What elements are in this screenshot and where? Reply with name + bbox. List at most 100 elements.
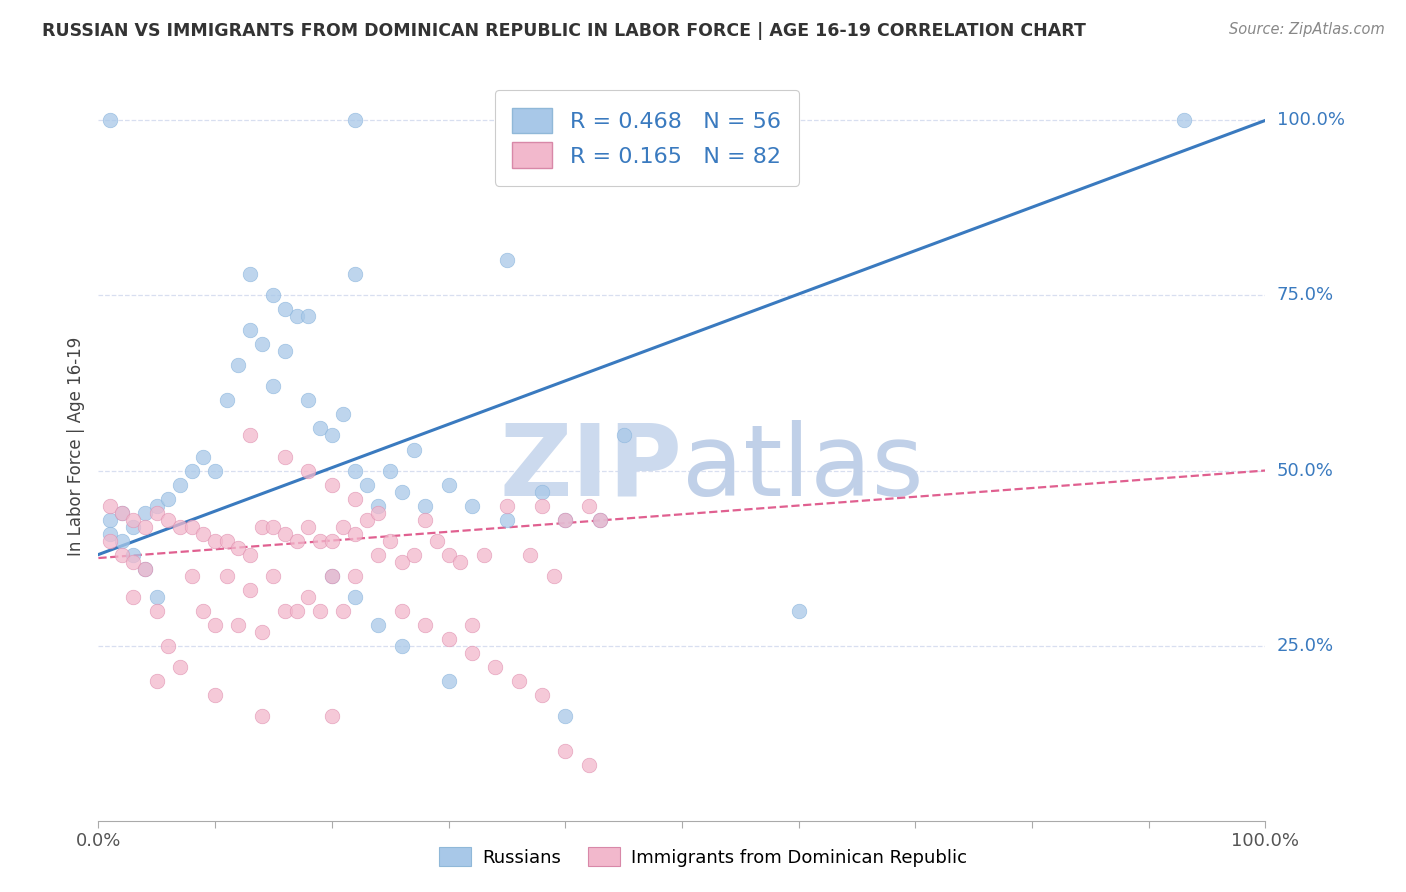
Point — [496, 499, 519, 513]
Point — [402, 442, 425, 457]
Point — [285, 310, 308, 324]
Point — [391, 484, 413, 499]
Point — [413, 499, 436, 513]
Point — [613, 428, 636, 442]
Point — [239, 582, 262, 597]
Point — [274, 526, 297, 541]
Point — [297, 393, 319, 408]
Legend: Russians, Immigrants from Dominican Republic: Russians, Immigrants from Dominican Repu… — [432, 840, 974, 874]
Point — [193, 603, 215, 617]
Point — [367, 506, 389, 520]
Point — [356, 512, 378, 526]
Point — [134, 519, 156, 533]
Point — [146, 590, 169, 604]
Point — [98, 499, 121, 513]
Point — [554, 512, 576, 526]
Point — [180, 568, 202, 582]
Point — [134, 561, 156, 575]
Point — [437, 477, 460, 491]
Point — [437, 632, 460, 646]
Point — [402, 548, 425, 562]
Point — [554, 743, 576, 757]
Legend: R = 0.468   N = 56, R = 0.165   N = 82: R = 0.468 N = 56, R = 0.165 N = 82 — [495, 90, 799, 186]
Text: RUSSIAN VS IMMIGRANTS FROM DOMINICAN REPUBLIC IN LABOR FORCE | AGE 16-19 CORRELA: RUSSIAN VS IMMIGRANTS FROM DOMINICAN REP… — [42, 22, 1085, 40]
Point — [274, 344, 297, 359]
Text: 75.0%: 75.0% — [1277, 286, 1334, 304]
Point — [262, 379, 284, 393]
Point — [274, 603, 297, 617]
Point — [204, 463, 226, 477]
Point — [461, 646, 484, 660]
Point — [146, 499, 169, 513]
Point — [297, 463, 319, 477]
Point — [344, 590, 367, 604]
Point — [321, 533, 343, 548]
Point — [344, 491, 367, 506]
Point — [146, 673, 169, 688]
Point — [297, 519, 319, 533]
Point — [309, 421, 332, 435]
Point — [180, 463, 202, 477]
Point — [239, 268, 262, 282]
Point — [98, 512, 121, 526]
Point — [367, 499, 389, 513]
Point — [98, 113, 121, 128]
Text: 50.0%: 50.0% — [1277, 461, 1333, 480]
Point — [111, 506, 134, 520]
Point — [496, 253, 519, 268]
Point — [239, 428, 262, 442]
Point — [413, 512, 436, 526]
Point — [554, 708, 576, 723]
Point — [321, 568, 343, 582]
Point — [111, 548, 134, 562]
Point — [98, 533, 121, 548]
Point — [122, 590, 145, 604]
Point — [543, 568, 565, 582]
Text: ZIP: ZIP — [499, 420, 682, 517]
Point — [461, 499, 484, 513]
Point — [122, 555, 145, 569]
Point — [530, 688, 553, 702]
Point — [228, 359, 250, 373]
Point — [157, 639, 180, 653]
Point — [344, 568, 367, 582]
Text: atlas: atlas — [682, 420, 924, 517]
Point — [169, 659, 191, 673]
Text: 25.0%: 25.0% — [1277, 637, 1334, 655]
Point — [215, 393, 238, 408]
Point — [391, 603, 413, 617]
Point — [250, 624, 273, 639]
Point — [122, 548, 145, 562]
Point — [332, 519, 354, 533]
Point — [169, 519, 191, 533]
Point — [262, 519, 284, 533]
Point — [380, 533, 402, 548]
Point — [297, 590, 319, 604]
Point — [519, 548, 541, 562]
Point — [321, 568, 343, 582]
Point — [262, 288, 284, 302]
Point — [262, 568, 284, 582]
Point — [332, 408, 354, 422]
Point — [146, 603, 169, 617]
Text: Source: ZipAtlas.com: Source: ZipAtlas.com — [1229, 22, 1385, 37]
Point — [204, 533, 226, 548]
Point — [239, 548, 262, 562]
Point — [578, 757, 600, 772]
Text: 100.0%: 100.0% — [1277, 112, 1344, 129]
Point — [321, 477, 343, 491]
Point — [530, 499, 553, 513]
Point — [589, 512, 612, 526]
Point — [122, 519, 145, 533]
Point — [344, 268, 367, 282]
Point — [157, 512, 180, 526]
Point — [228, 617, 250, 632]
Point — [134, 561, 156, 575]
Point — [285, 603, 308, 617]
Point — [134, 506, 156, 520]
Point — [380, 463, 402, 477]
Point — [530, 484, 553, 499]
Point — [239, 323, 262, 337]
Point — [578, 499, 600, 513]
Point — [180, 519, 202, 533]
